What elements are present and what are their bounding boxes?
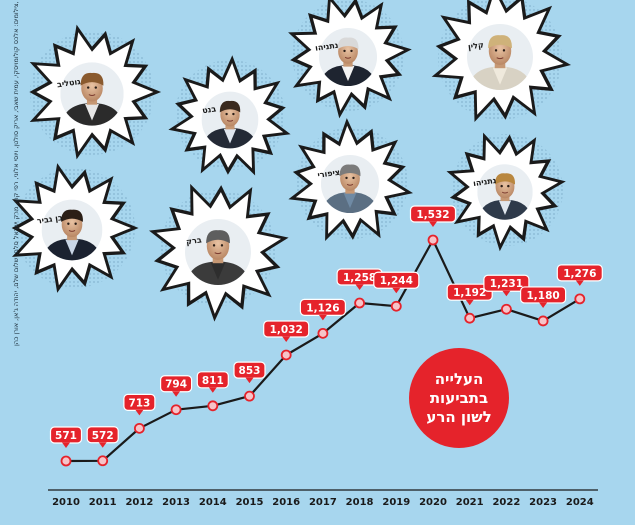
data-label: 1,532: [409, 205, 457, 227]
svg-text:1,258: 1,258: [343, 272, 376, 284]
x-tick-label: 2013: [162, 497, 190, 508]
x-tick-label: 2019: [382, 497, 410, 508]
data-point: [133, 422, 145, 434]
data-label: 572: [86, 426, 119, 448]
data-point: [170, 404, 182, 416]
portrait-name-label: ברק: [186, 235, 203, 246]
data-label: 1,192: [446, 283, 493, 306]
data-point: [317, 327, 329, 339]
title-line-1: העלייה: [435, 370, 484, 388]
data-point: [537, 315, 549, 327]
svg-text:1,192: 1,192: [453, 287, 486, 299]
svg-text:811: 811: [202, 375, 224, 387]
data-label: 571: [49, 426, 83, 448]
x-tick-label: 2014: [199, 497, 227, 508]
x-tick-label: 2021: [456, 497, 484, 508]
data-label: 853: [233, 361, 266, 384]
data-point: [97, 455, 109, 467]
data-label: 1,180: [519, 286, 567, 308]
portrait-bengvir: בן גביר: [11, 163, 139, 293]
portrait-yair: נתניהו: [446, 132, 566, 252]
data-point: [280, 349, 292, 361]
photo-credit: צילומים: אלכס קולומויסקי, עמית שאבי, ארי…: [2, 0, 20, 346]
x-tick-label: 2023: [529, 497, 557, 508]
portrait-name-label: בנט: [202, 104, 217, 115]
svg-text:713: 713: [128, 397, 150, 409]
portrait-name-label: גוטליב: [56, 77, 81, 89]
portrait-bennett: בנט: [168, 55, 291, 176]
data-point: [207, 400, 219, 412]
portrait-name-label: בן גביר: [36, 213, 63, 226]
svg-text:1,231: 1,231: [490, 278, 523, 290]
portrait-gotliv: גוטליב: [29, 24, 162, 160]
svg-text:853: 853: [239, 365, 261, 377]
svg-text:1,032: 1,032: [270, 324, 303, 336]
portrait-photo: [477, 164, 533, 220]
portrait-name-label: נתניהו: [473, 176, 497, 188]
data-label: 1,126: [299, 298, 346, 321]
svg-text:1,276: 1,276: [563, 268, 596, 280]
portrait-photo: [41, 199, 103, 261]
portrait-kalin: קלין: [431, 0, 571, 122]
title-badge: העלייה בתביעות לשון הרע: [409, 348, 509, 448]
svg-text:1,126: 1,126: [306, 302, 339, 314]
data-label: 1,032: [263, 320, 310, 342]
portrait-bursts: גוטליב בנט נתניהו קלין בן גביר ברק ציפורי נתניה…: [11, 0, 571, 322]
svg-text:572: 572: [92, 430, 114, 442]
x-tick-label: 2020: [419, 497, 447, 508]
portrait-barak: ברק: [149, 183, 289, 322]
x-axis-ticks: 2010 2011 2012 2013 2014 2015 2016 2017 2018 2019…: [52, 497, 594, 508]
data-point: [60, 455, 72, 467]
x-tick-label: 2017: [309, 497, 337, 508]
x-tick-label: 2015: [236, 497, 264, 508]
data-label: 1,231: [483, 274, 530, 297]
data-point: [244, 390, 255, 402]
portrait-name-label: ציפורי: [317, 168, 341, 180]
title-line-3: לשון הרע: [426, 408, 491, 426]
data-point: [574, 293, 586, 305]
svg-text:1,244: 1,244: [380, 275, 413, 287]
data-label: 794: [160, 375, 193, 397]
data-label: 1,244: [373, 271, 420, 294]
x-tick-label: 2012: [125, 497, 153, 508]
x-tick-label: 2022: [492, 497, 520, 508]
x-tick-label: 2011: [89, 497, 117, 508]
x-tick-label: 2016: [272, 497, 300, 508]
title-circle: [409, 348, 509, 448]
x-tick-label: 2010: [52, 497, 80, 508]
data-point: [500, 303, 512, 315]
svg-text:794: 794: [165, 379, 187, 391]
data-point: [354, 297, 366, 309]
data-point: [390, 300, 402, 312]
svg-text:1,532: 1,532: [416, 209, 449, 221]
data-point: [464, 312, 476, 324]
portrait-tsimri: ציפורי: [288, 118, 413, 241]
data-label: 1,276: [556, 264, 603, 286]
photo-credit-text: צילומים: אלכס קולומויסקי, עמית שאבי, ארי…: [12, 0, 20, 346]
portrait-name-label: קלין: [467, 40, 484, 51]
data-markers: [60, 234, 586, 467]
data-point: [427, 234, 439, 246]
portrait-photo: [467, 24, 533, 90]
x-tick-label: 2018: [346, 497, 374, 508]
data-label: 811: [196, 371, 229, 393]
svg-text:1,180: 1,180: [526, 290, 559, 302]
portrait-netanyahu: נתניהו: [288, 0, 412, 119]
svg-text:571: 571: [55, 430, 77, 442]
title-line-2: בתביעות: [430, 389, 488, 407]
portrait-name-label: נתניהו: [315, 41, 339, 53]
data-label: 713: [123, 393, 156, 416]
x-tick-label: 2024: [566, 497, 594, 508]
